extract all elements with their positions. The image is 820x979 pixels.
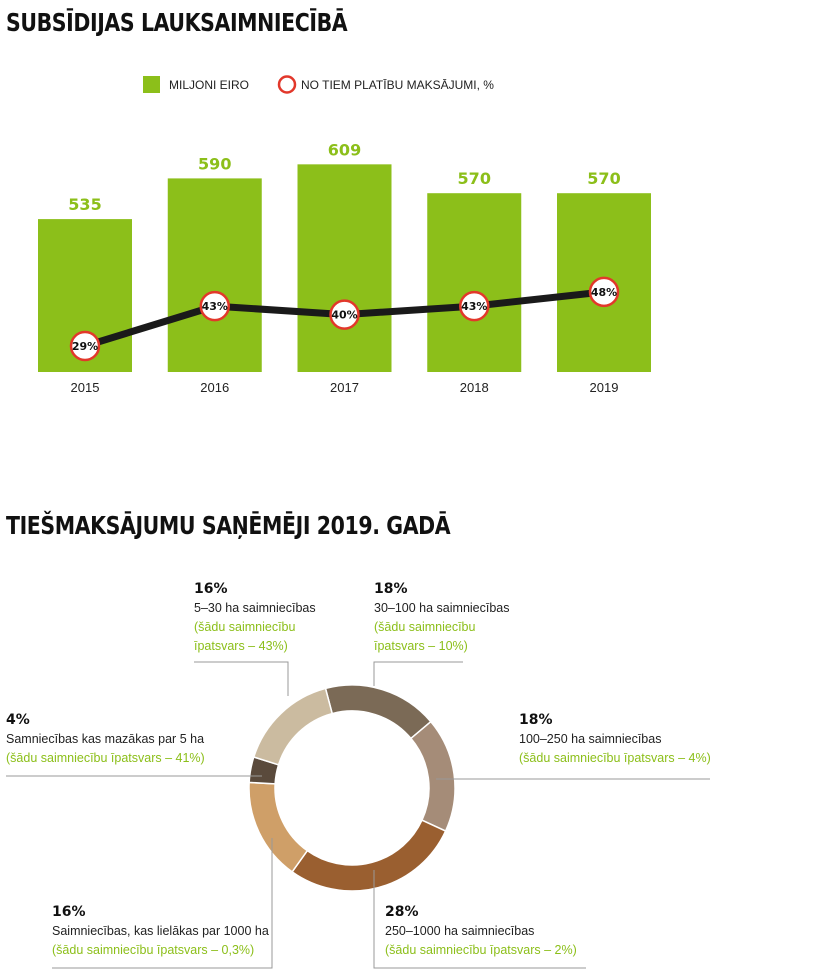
bars: 535 590 609 570 570: [38, 140, 651, 372]
legend-label-bars: MILJONI EIRO: [169, 78, 249, 92]
bar-value-label-2018: 570: [458, 169, 491, 188]
percent-label-2018: 43%: [461, 300, 487, 313]
slice-desc: 250–1000 ha saimniecības: [385, 924, 535, 938]
donut-slice-5: [252, 687, 334, 766]
x-axis-ticks: 2015 2016 2017 2018 2019: [71, 380, 619, 395]
slice-share: (šādu saimniecību īpatsvars – 43%): [194, 620, 296, 653]
bar-value-label-2017: 609: [328, 140, 361, 159]
legend-swatch-bars: [143, 76, 160, 93]
leader-line-5-30: [194, 661, 289, 696]
slice-percent: 16%: [52, 904, 86, 920]
donut: [248, 684, 456, 892]
slice-label-100-250: 18% 100–250 ha saimniecības (šādu saimni…: [519, 711, 711, 768]
bar-2016: [167, 178, 262, 372]
slice-desc: Saimniecības, kas lielākas par 1000 ha: [52, 924, 269, 938]
percent-label-2019: 48%: [591, 286, 617, 299]
leader-lines: [6, 661, 710, 969]
slice-share: (šādu saimniecību īpatsvars – 2%): [385, 943, 577, 957]
leader-line-1000plus: [52, 838, 273, 969]
slice-desc: 5–30 ha saimniecības: [194, 601, 316, 615]
slice-share: (šādu saimniecību īpatsvars – 10%): [374, 620, 476, 653]
bar-2017: [297, 164, 392, 372]
slice-share: (šādu saimniecību īpatsvars – 4%): [519, 751, 711, 765]
x-tick-2019: 2019: [590, 380, 619, 395]
x-tick-2016: 2016: [200, 380, 229, 395]
percent-line: 29% 43% 40% 43% 48%: [69, 276, 620, 362]
percent-marker-2018: [459, 290, 490, 322]
legend: MILJONI EIRO NO TIEM PLATĪBU MAKSĀJUMI, …: [143, 75, 494, 94]
donut-slice-1: [409, 720, 456, 833]
slice-label-250-1000: 28% 250–1000 ha saimniecības (šādu saimn…: [385, 903, 577, 960]
leader-line-250-1000: [373, 870, 586, 969]
slice-percent: 28%: [385, 904, 419, 920]
slice-percent: 18%: [374, 581, 408, 597]
percent-label-2017: 40%: [331, 309, 357, 322]
x-tick-2018: 2018: [460, 380, 489, 395]
legend-label-line: NO TIEM PLATĪBU MAKSĀJUMI, %: [301, 78, 494, 92]
leader-line-30-100: [373, 661, 463, 686]
donut-slice-3: [248, 781, 309, 873]
slice-desc: 100–250 ha saimniecības: [519, 732, 662, 746]
bar-value-label-2016: 590: [198, 154, 231, 173]
percent-marker-2019: [588, 276, 620, 308]
recipients-donut-chart: [6, 661, 710, 969]
slice-label-30-100: 18% 30–100 ha saimniecības (šādu saimnie…: [374, 580, 510, 656]
slice-label-under5: 4% Samniecības kas mazākas par 5 ha (šād…: [6, 711, 205, 768]
bar-value-label-2019: 570: [587, 169, 620, 188]
bar-value-label-2015: 535: [68, 195, 101, 214]
x-tick-2017: 2017: [330, 380, 359, 395]
slice-desc: Samniecības kas mazākas par 5 ha: [6, 732, 205, 746]
donut-slice-2: [291, 819, 447, 892]
slice-percent: 18%: [519, 712, 553, 728]
slice-label-1000plus: 16% Saimniecības, kas lielākas par 1000 …: [52, 903, 269, 960]
slice-percent: 4%: [6, 712, 30, 728]
slice-share: (šādu saimniecību īpatsvars – 41%): [6, 751, 205, 765]
percent-marker-2015: [69, 330, 101, 362]
percent-marker-2016: [199, 290, 230, 322]
slice-label-5-30: 16% 5–30 ha saimniecības (šādu saimniecī…: [194, 580, 316, 656]
percent-label-2016: 43%: [202, 300, 228, 313]
chart2-title: TIEŠMAKSĀJUMU SAŅĒMĒJI 2019. GADĀ: [6, 511, 451, 540]
chart1-title: SUBSĪDIJAS LAUKSAIMNIECĪBĀ: [6, 8, 348, 37]
legend-marker-line: [277, 75, 297, 94]
bar-2018: [427, 193, 522, 372]
subsidies-chart: MILJONI EIRO NO TIEM PLATĪBU MAKSĀJUMI, …: [38, 75, 651, 395]
donut-slice-0: [324, 684, 432, 740]
slice-percent: 16%: [194, 581, 228, 597]
percent-label-2015: 29%: [72, 340, 98, 353]
slice-share: (šādu saimniecību īpatsvars – 0,3%): [52, 943, 255, 957]
slice-desc: 30–100 ha saimniecības: [374, 601, 510, 615]
x-tick-2015: 2015: [71, 380, 100, 395]
percent-marker-2017: [329, 299, 360, 330]
